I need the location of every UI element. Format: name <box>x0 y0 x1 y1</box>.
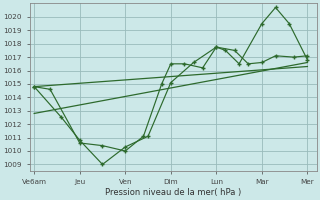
X-axis label: Pression niveau de la mer( hPa ): Pression niveau de la mer( hPa ) <box>105 188 241 197</box>
